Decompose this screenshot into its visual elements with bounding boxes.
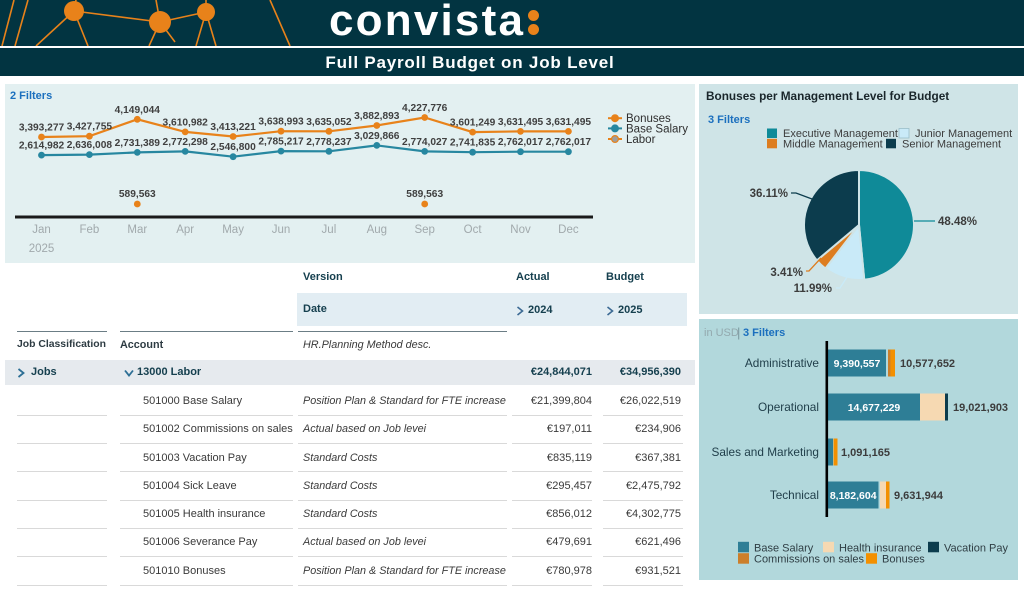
svg-text:Nov: Nov [510, 224, 531, 236]
svg-text:Oct: Oct [464, 224, 483, 236]
svg-text:589,563: 589,563 [119, 189, 156, 200]
svg-text:2,614,982: 2,614,982 [19, 141, 65, 152]
svg-text:Commissions on sales: Commissions on sales [754, 554, 865, 566]
svg-text:9,631,944: 9,631,944 [894, 490, 944, 502]
svg-text:2025: 2025 [29, 243, 55, 255]
svg-text:Aug: Aug [367, 224, 387, 236]
svg-text:Jun: Jun [272, 224, 291, 236]
svg-text:Executive Management: Executive Management [783, 128, 898, 140]
svg-text:3,882,893: 3,882,893 [354, 111, 400, 122]
svg-text:3,638,993: 3,638,993 [258, 117, 304, 128]
svg-text:Feb: Feb [79, 224, 99, 236]
svg-text:Middle Management: Middle Management [783, 139, 883, 151]
svg-text:3,427,755: 3,427,755 [67, 122, 113, 133]
svg-text:4,227,776: 4,227,776 [402, 103, 448, 114]
svg-text:Junior Management: Junior Management [915, 128, 1012, 140]
svg-text:Base Salary: Base Salary [754, 542, 814, 554]
svg-text:2,546,800: 2,546,800 [210, 142, 256, 153]
svg-text:Administrative: Administrative [745, 356, 820, 370]
svg-text:48.48%: 48.48% [938, 216, 977, 228]
svg-text:Sep: Sep [414, 224, 434, 236]
svg-text:2,772,298: 2,772,298 [163, 137, 209, 148]
svg-text:Operational: Operational [758, 400, 819, 414]
svg-text:19,021,903: 19,021,903 [953, 402, 1008, 414]
svg-text:2,731,389: 2,731,389 [115, 138, 161, 149]
svg-text:Jul: Jul [322, 224, 337, 236]
svg-text:10,577,652: 10,577,652 [900, 358, 955, 370]
svg-text:Bonuses: Bonuses [626, 113, 671, 125]
svg-text:2,778,237: 2,778,237 [306, 137, 352, 148]
svg-text:2,762,017: 2,762,017 [546, 137, 592, 148]
svg-text:2,741,835: 2,741,835 [450, 138, 496, 149]
svg-text:Health insurance: Health insurance [839, 542, 922, 554]
svg-text:14,677,229: 14,677,229 [848, 402, 901, 414]
svg-text:Jan: Jan [32, 224, 51, 236]
svg-text:4,149,044: 4,149,044 [115, 105, 161, 116]
svg-text:Dec: Dec [558, 224, 579, 236]
svg-text:2,785,217: 2,785,217 [258, 137, 304, 148]
svg-text:36.11%: 36.11% [750, 188, 788, 200]
svg-text:May: May [222, 224, 244, 236]
svg-text:Base Salary: Base Salary [626, 123, 688, 135]
svg-text:3,393,277: 3,393,277 [19, 123, 65, 134]
svg-text:8,182,604: 8,182,604 [830, 490, 877, 502]
svg-text:Labor: Labor [626, 134, 656, 146]
svg-text:2,762,017: 2,762,017 [498, 137, 544, 148]
svg-text:3,635,052: 3,635,052 [306, 117, 352, 128]
svg-text:1,091,165: 1,091,165 [841, 447, 890, 459]
svg-text:Senior Management: Senior Management [902, 139, 1001, 151]
svg-text:3,631,495: 3,631,495 [546, 117, 592, 128]
svg-text:Technical: Technical [770, 488, 819, 502]
svg-text:3,413,221: 3,413,221 [210, 122, 256, 133]
svg-text:3.41%: 3.41% [770, 267, 803, 279]
svg-text:Sales and Marketing: Sales and Marketing [711, 445, 819, 459]
svg-text:2,774,027: 2,774,027 [402, 137, 448, 148]
svg-text:2,636,008: 2,636,008 [67, 140, 113, 151]
svg-text:3,610,982: 3,610,982 [163, 117, 209, 128]
svg-text:Bonuses: Bonuses [882, 554, 925, 566]
svg-text:589,563: 589,563 [406, 189, 443, 200]
svg-text:Mar: Mar [127, 224, 147, 236]
svg-text:11.99%: 11.99% [794, 283, 832, 295]
svg-text:Apr: Apr [176, 224, 194, 236]
svg-text:9,390,557: 9,390,557 [834, 358, 881, 370]
svg-text:3,029,866: 3,029,866 [354, 131, 400, 142]
svg-text:3,631,495: 3,631,495 [498, 117, 544, 128]
svg-text:3,601,249: 3,601,249 [450, 118, 496, 129]
svg-text:Vacation Pay: Vacation Pay [944, 542, 1009, 554]
